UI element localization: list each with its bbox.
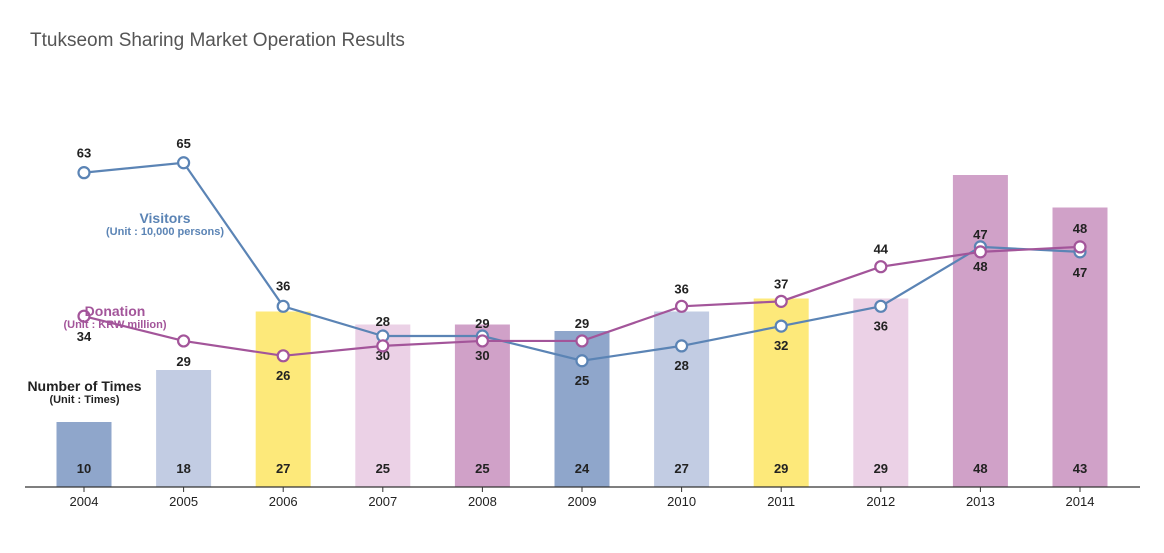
bar-2013: [952, 175, 1008, 487]
donation-value-label-2012: 44: [874, 242, 889, 257]
bar-2004: [56, 422, 112, 487]
donation-value-label-2011: 37: [774, 276, 788, 291]
donation-point-2013: [973, 245, 988, 259]
visitors-value-label-2006: 36: [276, 278, 290, 293]
x-tick-label-2006: 2006: [269, 494, 298, 509]
x-tick-label-2011: 2011: [767, 494, 795, 509]
x-tick-label-2014: 2014: [1066, 494, 1095, 509]
bar-series-name: Number of Times: [27, 378, 142, 394]
bar-value-label-2008: 25: [475, 461, 489, 476]
x-tick-label-2013: 2013: [966, 494, 995, 509]
visitors-series-unit: (Unit : 10,000 persons): [106, 226, 224, 238]
donation-value-label-2004: 34: [77, 329, 92, 344]
donation-series-unit: (Unit : KRW million): [63, 319, 167, 331]
donation-value-label-2008: 29: [475, 316, 489, 331]
bar-legend: Number of Times (Unit : Times): [22, 378, 147, 406]
donation-point-2004: [77, 309, 91, 323]
chart-title: Ttukseom Sharing Market Operation Result…: [30, 30, 405, 51]
bar-2005: [156, 370, 212, 487]
visitors-point-2010: [674, 339, 689, 353]
donation-series-name: Donation: [84, 303, 146, 319]
donation-point-2009: [575, 334, 589, 348]
visitors-point-2009: [575, 354, 589, 368]
bar-value-label-2005: 18: [176, 461, 190, 476]
bar-2006: [255, 311, 311, 487]
x-tick-label-2008: 2008: [468, 494, 497, 509]
visitors-value-label-2012: 36: [874, 318, 888, 333]
donation-point-2007: [376, 339, 390, 353]
visitors-value-label-2013: 48: [973, 259, 987, 274]
bar-2008: [454, 324, 510, 487]
visitors-value-label-2010: 28: [674, 358, 688, 373]
donation-point-2012: [874, 260, 888, 274]
donation-value-label-2014: 48: [1073, 221, 1087, 236]
donation-value-label-2010: 36: [674, 281, 688, 296]
bar-value-label-2013: 48: [973, 461, 987, 476]
bar-value-label-2004: 10: [77, 461, 91, 476]
x-tick-label-2004: 2004: [70, 494, 99, 509]
donation-point-2014: [1073, 240, 1087, 254]
visitors-value-label-2014: 47: [1073, 265, 1087, 280]
x-tick-label-2007: 2007: [368, 494, 397, 509]
visitors-legend: Visitors (Unit : 10,000 persons): [80, 210, 250, 238]
visitors-point-2006: [276, 299, 290, 313]
visitors-series-name: Visitors: [139, 210, 191, 226]
donation-legend: Donation (Unit : KRW million): [40, 303, 190, 331]
x-tick-label-2005: 2005: [169, 494, 198, 509]
visitors-value-label-2011: 32: [774, 338, 788, 353]
visitors-value-label-2005: 65: [176, 136, 190, 151]
donation-value-label-2007: 28: [376, 314, 390, 329]
visitors-value-label-2007: 30: [376, 348, 390, 363]
bar-value-label-2012: 29: [874, 461, 888, 476]
visitors-point-2011: [774, 319, 788, 333]
bar-value-label-2007: 25: [376, 461, 390, 476]
visitors-value-label-2008: 30: [475, 348, 489, 363]
bar-2012: [853, 298, 909, 487]
bar-value-label-2014: 43: [1073, 461, 1087, 476]
donation-point-2006: [276, 349, 290, 363]
bar-value-label-2011: 29: [774, 461, 788, 476]
donation-point-2010: [674, 299, 689, 313]
visitors-value-label-2009: 25: [575, 373, 589, 388]
bar-series-unit: (Unit : Times): [49, 394, 120, 406]
x-tick-label-2012: 2012: [866, 494, 895, 509]
donation-point-2008: [475, 334, 489, 348]
donation-value-label-2005: 29: [176, 354, 190, 369]
x-tick-label-2009: 2009: [568, 494, 597, 509]
visitors-point-2005: [177, 156, 191, 170]
visitors-value-label-2004: 63: [77, 146, 91, 161]
donation-value-label-2009: 29: [575, 316, 589, 331]
donation-value-label-2006: 26: [276, 368, 290, 383]
donation-point-2011: [774, 294, 788, 308]
x-tick-label-2010: 2010: [667, 494, 696, 509]
bar-value-label-2010: 27: [674, 461, 688, 476]
bar-value-label-2006: 27: [276, 461, 290, 476]
bar-value-label-2009: 24: [575, 461, 590, 476]
donation-value-label-2013: 47: [973, 227, 987, 242]
donation-point-2005: [177, 334, 191, 348]
visitors-point-2004: [77, 166, 91, 180]
visitors-point-2012: [874, 299, 888, 313]
